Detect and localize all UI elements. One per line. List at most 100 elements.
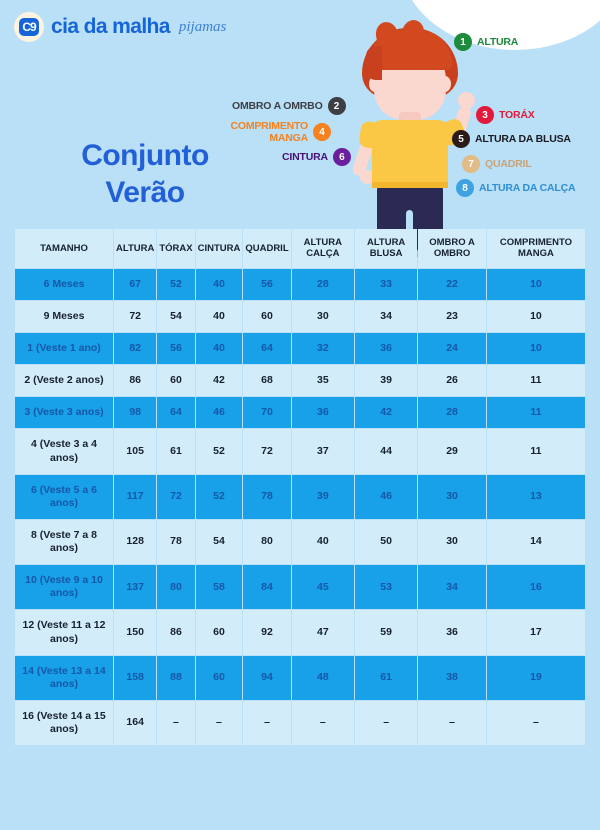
table-row: 6 (Veste 5 a 6 anos) 117 72 52 78 39 46 30 13 — [15, 474, 585, 519]
measurement-cell: 164 — [114, 700, 157, 746]
callout-quadril: 7 QUADRIL — [462, 155, 532, 173]
callout-label-2: OMBRO A OMRBO — [232, 99, 323, 112]
measurement-cell: 80 — [243, 519, 291, 565]
table-header-cell: ALTURA — [114, 229, 157, 268]
size-name-cell: 16 (Veste 14 a 15 anos) — [15, 700, 113, 746]
measurement-cell: 30 — [291, 300, 355, 333]
measurement-cell: 30 — [418, 519, 486, 565]
size-table: TAMANHO ALTURA TÓRAX CINTURA QUADRIL ALTURA C… — [14, 228, 586, 746]
table-row: 2 (Veste 2 anos) 86 60 42 68 35 39 26 11 — [15, 365, 585, 397]
measurement-cell: 17 — [486, 610, 585, 655]
measurement-cell: 72 — [157, 474, 195, 519]
size-table-wrapper: TAMANHO ALTURA TÓRAX CINTURA QUADRIL ALTURA C… — [14, 228, 586, 746]
callout-label-3: TORÁX — [499, 108, 535, 121]
measurement-cell: 54 — [157, 300, 195, 333]
table-row: 9 Meses 72 54 40 60 30 34 23 10 — [15, 300, 585, 333]
callout-label-7: QUADRIL — [485, 157, 532, 170]
measurement-cell: 28 — [418, 397, 486, 429]
table-row: 14 (Veste 13 a 14 anos) 158 88 60 94 48 61 38 19 — [15, 655, 585, 700]
measurement-cell: – — [195, 700, 243, 746]
measurement-cell: 98 — [114, 397, 157, 429]
callout-label-4: COMPRIMENTO MANGA — [230, 120, 308, 145]
hair-tuft-right — [399, 18, 427, 48]
measurement-cell: 137 — [114, 565, 157, 610]
measurement-cell: 150 — [114, 610, 157, 655]
measurement-cell: 40 — [291, 519, 355, 565]
brand-name: cia da malha — [51, 15, 170, 38]
callout-altura-blusa: 5 ALTURA DA BLUSA — [452, 130, 571, 148]
callout-badge-3: 3 — [476, 106, 494, 124]
measurement-cell: 40 — [195, 333, 243, 365]
measurement-cell: 14 — [486, 519, 585, 565]
measurement-cell: 61 — [157, 429, 195, 474]
measurement-cell: 80 — [157, 565, 195, 610]
measurement-cell: 117 — [114, 474, 157, 519]
size-name-cell: 4 (Veste 3 a 4 anos) — [15, 429, 113, 474]
callout-label-8: ALTURA DA CALÇA — [479, 181, 576, 194]
table-row: 4 (Veste 3 a 4 anos) 105 61 52 72 37 44 29 11 — [15, 429, 585, 474]
measurement-cell: 94 — [243, 655, 291, 700]
measurement-cell: 42 — [355, 397, 418, 429]
measurement-cell: 11 — [486, 397, 585, 429]
brand-tagline: pijamas — [178, 18, 227, 35]
measurement-cell: 37 — [291, 429, 355, 474]
measurement-cell: 128 — [114, 519, 157, 565]
measurement-cell: 59 — [355, 610, 418, 655]
hair-side — [366, 46, 382, 80]
measurement-cell: 58 — [195, 565, 243, 610]
measurement-cell: 36 — [355, 333, 418, 365]
measurement-cell: 86 — [157, 610, 195, 655]
measurement-cell: 67 — [114, 268, 157, 300]
measurement-cell: 40 — [195, 268, 243, 300]
measurement-cell: 34 — [355, 300, 418, 333]
measurement-cell: 13 — [486, 474, 585, 519]
measurement-cell: 92 — [243, 610, 291, 655]
measurement-cell: 64 — [157, 397, 195, 429]
shirt — [372, 120, 448, 188]
table-row: 3 (Veste 3 anos) 98 64 46 70 36 42 28 11 — [15, 397, 585, 429]
size-name-cell: 9 Meses — [15, 300, 113, 333]
callout-badge-5: 5 — [452, 130, 470, 148]
table-row: 12 (Veste 11 a 12 anos) 150 86 60 92 47 59 36 17 — [15, 610, 585, 655]
measurement-cell: 22 — [418, 268, 486, 300]
table-header-cell: QUADRIL — [243, 229, 291, 268]
table-header-cell: COMPRIMENTO MANGA — [486, 229, 585, 268]
measurement-cell: 40 — [195, 300, 243, 333]
measurement-cell: 60 — [195, 655, 243, 700]
measurement-cell: 11 — [486, 365, 585, 397]
callout-badge-2: 2 — [327, 97, 346, 115]
measurement-cell: – — [355, 700, 418, 746]
measurement-cell: 52 — [195, 429, 243, 474]
measurement-cell: 39 — [291, 474, 355, 519]
measurement-cell: 84 — [243, 565, 291, 610]
logo-badge: C9 — [14, 12, 44, 42]
measurement-cell: 60 — [195, 610, 243, 655]
table-row: 10 (Veste 9 a 10 anos) 137 80 58 84 45 53 34 16 — [15, 565, 585, 610]
measurement-cell: 26 — [418, 365, 486, 397]
brand-logo: C9 cia da malha pijamas — [14, 12, 226, 42]
measurement-cell: 105 — [114, 429, 157, 474]
callout-badge-6: 6 — [332, 148, 351, 166]
measurement-cell: 53 — [355, 565, 418, 610]
measurement-cell: 47 — [291, 610, 355, 655]
measurement-cell: 44 — [355, 429, 418, 474]
size-name-cell: 2 (Veste 2 anos) — [15, 365, 113, 397]
hand-right — [458, 92, 475, 109]
measurement-cell: 39 — [355, 365, 418, 397]
measurement-cell: 60 — [243, 300, 291, 333]
size-name-cell: 1 (Veste 1 ano) — [15, 333, 113, 365]
measurement-cell: 10 — [486, 268, 585, 300]
measurement-cell: 68 — [243, 365, 291, 397]
measurement-cell: 33 — [355, 268, 418, 300]
measurement-cell: 45 — [291, 565, 355, 610]
measurement-cell: 28 — [291, 268, 355, 300]
page-title-line-1: Conjunto — [81, 139, 209, 172]
measurement-cell: 61 — [355, 655, 418, 700]
measurement-cell: – — [418, 700, 486, 746]
measurement-cell: 38 — [418, 655, 486, 700]
measurement-cell: 52 — [195, 474, 243, 519]
measurement-cell: 50 — [355, 519, 418, 565]
measurement-cell: 46 — [195, 397, 243, 429]
child-illustration — [330, 18, 490, 259]
